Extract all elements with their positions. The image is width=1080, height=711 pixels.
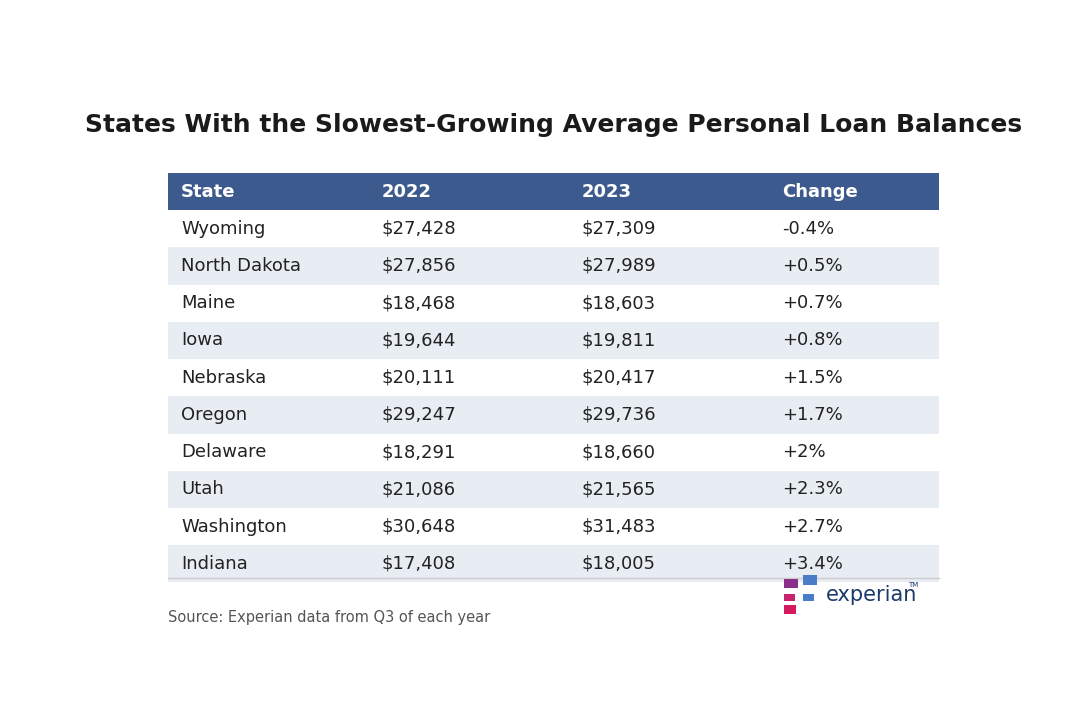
Text: States With the Slowest-Growing Average Personal Loan Balances: States With the Slowest-Growing Average … — [85, 113, 1022, 137]
Bar — [368, 284, 569, 322]
Bar — [769, 434, 939, 471]
Text: +2%: +2% — [782, 443, 825, 461]
Bar — [769, 173, 939, 210]
Text: TM: TM — [908, 582, 919, 588]
Bar — [368, 396, 569, 434]
Bar — [368, 210, 569, 247]
Text: $21,086: $21,086 — [381, 481, 456, 498]
Text: +1.7%: +1.7% — [782, 406, 842, 424]
Bar — [168, 322, 368, 359]
Text: State: State — [181, 183, 235, 201]
Text: Oregon: Oregon — [181, 406, 247, 424]
Bar — [784, 594, 795, 601]
Text: 2023: 2023 — [581, 183, 632, 201]
Bar — [168, 173, 368, 210]
Text: experian: experian — [826, 584, 918, 605]
Bar — [569, 173, 769, 210]
Bar — [769, 359, 939, 396]
Bar — [368, 322, 569, 359]
Text: $20,111: $20,111 — [381, 369, 456, 387]
Bar — [569, 359, 769, 396]
Text: $20,417: $20,417 — [581, 369, 656, 387]
Text: $27,856: $27,856 — [381, 257, 456, 275]
Text: $18,291: $18,291 — [381, 443, 456, 461]
Bar — [769, 396, 939, 434]
Text: $18,603: $18,603 — [581, 294, 656, 312]
Bar — [769, 545, 939, 582]
Text: $27,309: $27,309 — [581, 220, 656, 237]
Bar — [368, 545, 569, 582]
Bar — [368, 173, 569, 210]
Bar — [168, 545, 368, 582]
Bar — [784, 605, 796, 614]
Text: $19,644: $19,644 — [381, 331, 456, 349]
Bar — [168, 247, 368, 284]
Text: $21,565: $21,565 — [581, 481, 656, 498]
Bar — [168, 471, 368, 508]
Text: North Dakota: North Dakota — [181, 257, 301, 275]
Text: $29,736: $29,736 — [581, 406, 656, 424]
Bar — [168, 434, 368, 471]
Bar — [569, 322, 769, 359]
Bar — [802, 594, 813, 601]
Text: $17,408: $17,408 — [381, 555, 456, 573]
Text: $27,428: $27,428 — [381, 220, 456, 237]
Bar — [769, 247, 939, 284]
Text: Indiana: Indiana — [181, 555, 247, 573]
Bar — [784, 579, 798, 589]
Text: -0.4%: -0.4% — [782, 220, 834, 237]
Bar — [168, 508, 368, 545]
Bar — [769, 284, 939, 322]
Bar — [802, 575, 818, 584]
Bar — [769, 210, 939, 247]
Bar — [769, 322, 939, 359]
Text: $29,247: $29,247 — [381, 406, 456, 424]
Text: Washington: Washington — [181, 518, 287, 535]
Text: +0.5%: +0.5% — [782, 257, 842, 275]
Text: +3.4%: +3.4% — [782, 555, 842, 573]
Text: $18,660: $18,660 — [581, 443, 656, 461]
Bar — [368, 247, 569, 284]
Bar — [569, 434, 769, 471]
Bar — [569, 471, 769, 508]
Text: $30,648: $30,648 — [381, 518, 456, 535]
Text: Iowa: Iowa — [181, 331, 224, 349]
Bar — [569, 545, 769, 582]
Text: Source: Experian data from Q3 of each year: Source: Experian data from Q3 of each ye… — [168, 610, 490, 625]
Bar — [569, 210, 769, 247]
Text: $31,483: $31,483 — [581, 518, 656, 535]
Bar — [368, 508, 569, 545]
Bar — [569, 284, 769, 322]
Text: Wyoming: Wyoming — [181, 220, 266, 237]
Bar — [368, 359, 569, 396]
Text: $18,005: $18,005 — [581, 555, 656, 573]
Text: Change: Change — [782, 183, 858, 201]
Text: +0.8%: +0.8% — [782, 331, 842, 349]
Bar — [368, 471, 569, 508]
Text: Delaware: Delaware — [181, 443, 267, 461]
Text: $18,468: $18,468 — [381, 294, 456, 312]
Text: $27,989: $27,989 — [581, 257, 656, 275]
Bar — [569, 247, 769, 284]
Bar — [569, 508, 769, 545]
Text: +2.7%: +2.7% — [782, 518, 842, 535]
Text: +0.7%: +0.7% — [782, 294, 842, 312]
Bar — [168, 396, 368, 434]
Text: $19,811: $19,811 — [581, 331, 656, 349]
Bar — [569, 396, 769, 434]
Bar — [769, 471, 939, 508]
Bar — [368, 434, 569, 471]
Text: 2022: 2022 — [381, 183, 431, 201]
Text: +2.3%: +2.3% — [782, 481, 842, 498]
Text: Maine: Maine — [181, 294, 235, 312]
Bar — [168, 210, 368, 247]
Bar — [168, 284, 368, 322]
Bar — [769, 508, 939, 545]
Text: Nebraska: Nebraska — [181, 369, 267, 387]
Text: +1.5%: +1.5% — [782, 369, 842, 387]
Text: Utah: Utah — [181, 481, 224, 498]
Bar — [168, 359, 368, 396]
